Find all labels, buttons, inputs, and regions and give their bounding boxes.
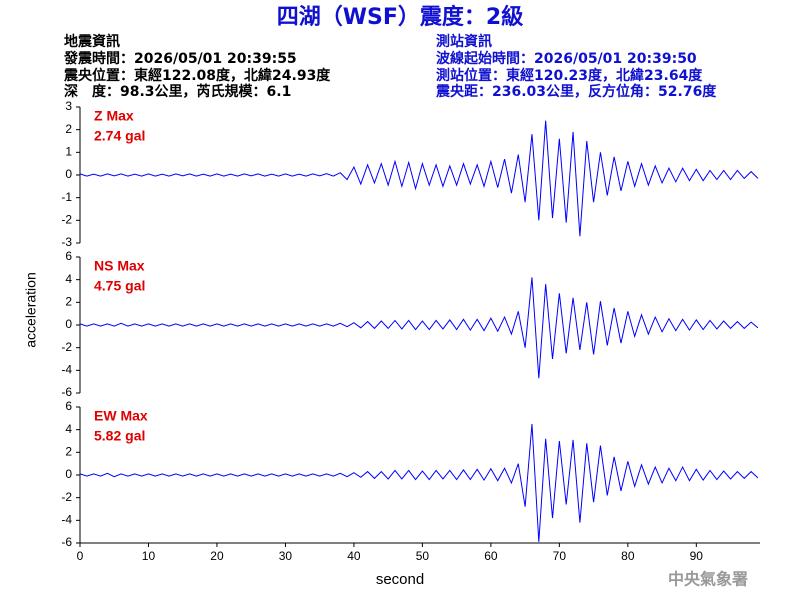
waveform bbox=[79, 120, 759, 237]
info-left: 地震資訊 bbox=[64, 33, 120, 50]
x-tick-label: 80 bbox=[621, 549, 635, 563]
info-left: 震央位置：東經122.08度，北緯24.93度 bbox=[63, 67, 331, 84]
waveform bbox=[79, 277, 759, 379]
info-left: 發震時間：2026/05/01 20:39:55 bbox=[63, 50, 297, 67]
y-tick-label: -2 bbox=[61, 213, 72, 227]
y-tick-label: 3 bbox=[65, 99, 72, 113]
max-label: EW Max bbox=[94, 408, 148, 424]
title: 四湖（WSF）震度：2級 bbox=[277, 4, 523, 30]
x-tick-label: 20 bbox=[210, 549, 224, 563]
y-tick-label: 4 bbox=[65, 272, 72, 286]
y-tick-label: -3 bbox=[61, 235, 72, 249]
x-tick-label: 0 bbox=[77, 549, 84, 563]
x-axis-label: second bbox=[376, 571, 424, 588]
x-tick-label: 90 bbox=[690, 549, 704, 563]
y-tick-label: 6 bbox=[65, 399, 72, 413]
max-label: 4.75 gal bbox=[94, 278, 145, 294]
info-left: 深 度：98.3公里，芮氏規模：6.1 bbox=[64, 83, 291, 100]
y-tick-label: 4 bbox=[65, 422, 72, 436]
x-tick-label: 60 bbox=[484, 549, 498, 563]
x-tick-label: 30 bbox=[279, 549, 293, 563]
y-tick-label: -2 bbox=[61, 340, 72, 354]
y-tick-label: -4 bbox=[61, 513, 72, 527]
info-right: 震央距：236.03公里，反方位角：52.76度 bbox=[435, 83, 717, 100]
max-label: 5.82 gal bbox=[94, 428, 145, 444]
y-tick-label: 2 bbox=[65, 295, 72, 309]
x-tick-label: 10 bbox=[142, 549, 156, 563]
max-label: Z Max bbox=[94, 108, 134, 124]
y-tick-label: 0 bbox=[65, 167, 72, 181]
y-tick-label: -2 bbox=[61, 490, 72, 504]
y-tick-label: 1 bbox=[65, 145, 72, 159]
info-right: 測站位置：東經120.23度，北緯23.64度 bbox=[436, 67, 703, 84]
info-right: 波線起始時間：2026/05/01 20:39:50 bbox=[436, 50, 697, 67]
y-tick-label: -6 bbox=[61, 385, 72, 399]
y-tick-label: -6 bbox=[61, 535, 72, 549]
max-label: NS Max bbox=[94, 258, 145, 274]
y-tick-label: 0 bbox=[65, 467, 72, 481]
y-tick-label: 0 bbox=[65, 317, 72, 331]
y-tick-label: 2 bbox=[65, 122, 72, 136]
x-tick-label: 50 bbox=[416, 549, 430, 563]
y-tick-label: 6 bbox=[65, 249, 72, 263]
footer: 中央氣象署 bbox=[668, 570, 748, 589]
waveform bbox=[79, 423, 759, 542]
x-tick-label: 40 bbox=[347, 549, 361, 563]
info-right: 測站資訊 bbox=[436, 33, 492, 50]
y-tick-label: -1 bbox=[61, 190, 72, 204]
y-axis-label: acceleration bbox=[23, 272, 39, 348]
y-tick-label: 2 bbox=[65, 445, 72, 459]
max-label: 2.74 gal bbox=[94, 128, 145, 144]
x-tick-label: 70 bbox=[553, 549, 567, 563]
y-tick-label: -4 bbox=[61, 363, 72, 377]
